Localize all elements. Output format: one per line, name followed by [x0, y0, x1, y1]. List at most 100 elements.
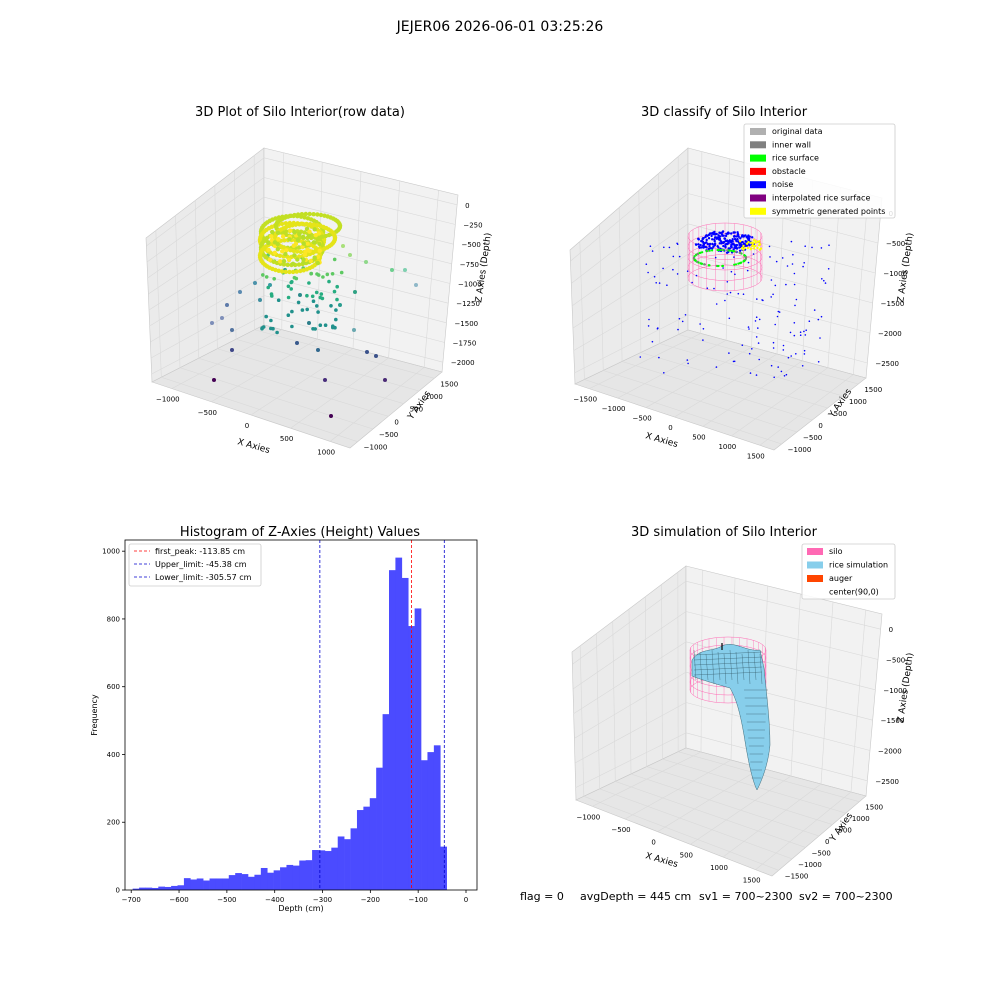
data-point — [315, 260, 320, 266]
data-point — [278, 259, 283, 264]
data-point — [295, 341, 299, 345]
noise-point — [774, 323, 776, 326]
noise-point — [732, 360, 735, 363]
histogram-bar — [440, 846, 447, 890]
noise-point — [715, 303, 718, 305]
data-point — [258, 298, 262, 302]
noise-point — [827, 268, 830, 270]
noise-point — [780, 370, 783, 373]
noise-point — [785, 283, 787, 286]
noise-point — [737, 235, 740, 238]
noise-point — [713, 243, 716, 246]
grid-line — [603, 370, 798, 433]
data-point — [276, 237, 281, 242]
noise-point — [711, 232, 714, 235]
noise-point — [691, 281, 693, 284]
grid-line — [674, 353, 778, 418]
grid-line — [254, 329, 435, 379]
histogram-bar — [312, 850, 319, 890]
legend-swatch — [750, 128, 766, 135]
grid-line — [687, 253, 873, 304]
data-point — [288, 213, 294, 218]
grid-line — [615, 781, 806, 848]
noise-point — [717, 236, 721, 239]
data-point — [403, 268, 407, 272]
grid-line — [852, 194, 869, 375]
noise-point — [730, 232, 733, 235]
noise-point — [775, 260, 778, 263]
data-point — [310, 294, 315, 299]
data-point — [338, 303, 342, 307]
noise-point — [828, 244, 830, 246]
data-point — [339, 270, 344, 275]
noise-point — [708, 245, 711, 248]
noise-point — [658, 356, 660, 359]
data-point — [303, 211, 308, 217]
noise-point — [740, 243, 743, 246]
data-point — [290, 324, 294, 329]
legend-label: rice simulation — [829, 561, 888, 570]
classify-plot-points — [639, 222, 830, 379]
grid-line — [659, 343, 844, 397]
histogram-bar — [190, 879, 198, 890]
noise-point — [713, 287, 715, 290]
legend-frame — [128, 543, 262, 587]
data-point — [293, 241, 299, 247]
noise-point — [716, 245, 719, 248]
data-point — [266, 285, 271, 290]
noise-point — [746, 269, 749, 272]
grid-line — [161, 376, 358, 442]
noise-point — [776, 315, 779, 318]
histogram-xlabel: Depth (cm) — [278, 904, 323, 913]
data-point — [315, 272, 319, 276]
noise-point — [758, 318, 761, 321]
data-point — [280, 249, 285, 254]
noise-point — [793, 272, 796, 275]
symmetric-point — [753, 245, 756, 248]
data-point — [294, 269, 299, 274]
noise-point — [702, 246, 705, 249]
noise-point — [733, 235, 736, 238]
grid-line — [685, 702, 871, 751]
y-tick-label: 600 — [107, 683, 120, 691]
grid-line — [263, 157, 458, 206]
histogram-bar — [401, 577, 409, 890]
noise-point — [824, 282, 827, 284]
surface-mesh — [717, 651, 721, 681]
noise-point — [754, 320, 757, 322]
data-point — [291, 248, 296, 254]
noise-point — [752, 253, 755, 255]
data-point — [337, 223, 343, 228]
grid-line — [211, 338, 318, 403]
histogram-bar — [369, 798, 377, 890]
noise-point — [715, 366, 718, 368]
histogram-bar — [344, 839, 351, 890]
surface-mesh — [693, 651, 763, 656]
noise-point — [700, 246, 703, 249]
z-tick-label: 0 — [465, 202, 469, 210]
noise-point — [697, 237, 700, 241]
grid-line — [661, 584, 663, 760]
data-point — [269, 234, 274, 239]
noise-point — [783, 375, 786, 377]
y-tick-label: −500 — [812, 849, 831, 857]
noise-point — [804, 245, 806, 247]
noise-point — [724, 234, 728, 238]
grid-line — [850, 609, 866, 793]
noise-point — [706, 242, 709, 246]
grid-line — [630, 773, 820, 837]
legend-swatch — [750, 141, 766, 149]
rice-surface-point — [717, 264, 720, 268]
noise-point — [727, 232, 730, 235]
histogram-title: Histogram of Z-Axies (Height) Values — [180, 525, 420, 540]
noise-point — [748, 237, 751, 240]
noise-point — [698, 246, 701, 249]
noise-point — [707, 233, 711, 237]
noise-point — [737, 292, 740, 295]
histogram-bar — [203, 880, 210, 890]
data-point — [276, 298, 281, 303]
legend-label: silo — [829, 547, 843, 556]
x-tick-label: 0 — [464, 896, 468, 904]
rice-surface-point — [739, 261, 742, 264]
data-point — [335, 284, 340, 289]
